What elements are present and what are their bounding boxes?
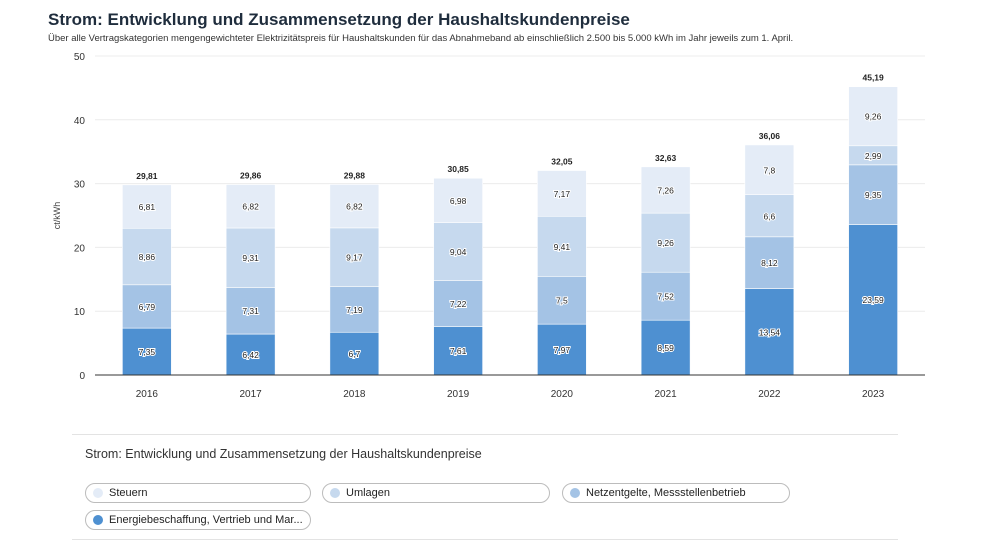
bar-segment bbox=[433, 222, 483, 281]
legend-swatch-icon bbox=[570, 488, 580, 498]
data-label: 6,42 bbox=[242, 350, 259, 360]
data-label: 9,35 bbox=[865, 190, 882, 200]
bar-segment bbox=[640, 319, 691, 376]
x-tick-label: 2017 bbox=[240, 389, 263, 400]
bar-segment bbox=[433, 280, 483, 327]
data-label: 6,7 bbox=[348, 349, 360, 359]
chart-subtitle: Über alle Vertragskategorien mengengewic… bbox=[48, 33, 794, 44]
data-label: 6,79 bbox=[139, 302, 156, 312]
total-label: 29,88 bbox=[344, 170, 366, 180]
data-label: 7,26 bbox=[657, 185, 674, 195]
y-tick-label: 30 bbox=[74, 180, 86, 191]
chart-title: Strom: Entwicklung und Zusammensetzung d… bbox=[48, 10, 630, 29]
data-label: 7,61 bbox=[450, 346, 467, 356]
legend-swatch-icon bbox=[330, 488, 340, 498]
bar-segment bbox=[848, 164, 898, 225]
bar-segment bbox=[537, 323, 587, 376]
data-label: 6,82 bbox=[242, 202, 259, 212]
x-tick-label: 2023 bbox=[862, 389, 885, 400]
total-label: 36,06 bbox=[759, 131, 781, 141]
data-label: 23,59 bbox=[862, 295, 884, 305]
data-label: 2,99 bbox=[865, 151, 882, 161]
legend-item-steuern[interactable]: Steuern bbox=[85, 483, 311, 503]
bar-segment bbox=[122, 227, 172, 286]
data-label: 6,82 bbox=[346, 202, 363, 212]
data-label: 8,59 bbox=[657, 343, 674, 353]
data-label: 7,5 bbox=[556, 296, 568, 306]
legend-swatch-icon bbox=[93, 488, 103, 498]
legend-swatch-icon bbox=[93, 515, 103, 525]
bar-segment bbox=[744, 144, 795, 196]
bar-segment bbox=[225, 333, 276, 376]
total-label: 30,85 bbox=[447, 164, 469, 174]
data-label: 9,04 bbox=[450, 247, 467, 257]
data-label: 8,86 bbox=[139, 252, 156, 262]
y-axis-label: ct/kWh bbox=[52, 202, 62, 230]
x-tick-label: 2019 bbox=[447, 389, 470, 400]
total-label: 32,05 bbox=[551, 157, 573, 167]
bar-segment bbox=[225, 184, 276, 229]
y-tick-label: 20 bbox=[74, 243, 86, 254]
data-label: 7,22 bbox=[450, 299, 467, 309]
legend-item-energiebeschaffung[interactable]: Energiebeschaffung, Vertrieb und Mar... bbox=[85, 510, 311, 530]
legend-title: Strom: Entwicklung und Zusammensetzung d… bbox=[85, 447, 482, 461]
x-tick-label: 2018 bbox=[343, 389, 366, 400]
bar-segment bbox=[433, 326, 483, 376]
data-label: 9,17 bbox=[346, 253, 363, 263]
data-label: 8,12 bbox=[761, 258, 778, 268]
legend-item-netzentgelte[interactable]: Netzentgelte, Messstellenbetrieb bbox=[562, 483, 790, 503]
bar-segment bbox=[537, 215, 587, 277]
y-tick-label: 40 bbox=[74, 116, 86, 127]
y-tick-label: 0 bbox=[79, 371, 85, 382]
bar-segment bbox=[744, 288, 795, 376]
x-tick-label: 2021 bbox=[655, 389, 678, 400]
data-label: 6,81 bbox=[139, 202, 156, 212]
x-tick-label: 2022 bbox=[758, 389, 781, 400]
total-label: 29,86 bbox=[240, 170, 262, 180]
data-label: 6,6 bbox=[763, 211, 775, 221]
bar-segment bbox=[640, 212, 691, 273]
bar-segment bbox=[329, 227, 380, 287]
data-label: 7,8 bbox=[763, 165, 775, 175]
bar-segment bbox=[225, 227, 276, 288]
bar-segment bbox=[122, 284, 172, 329]
legend-item-label: Steuern bbox=[109, 487, 148, 499]
total-label: 45,19 bbox=[862, 73, 884, 83]
bar-segment bbox=[122, 184, 172, 229]
stacked-bar-chart: 0 10 20 30 40 50 ct/kWh 7,35 6,79 8,86 6,81 29,81 20… bbox=[52, 52, 925, 400]
bar-segment bbox=[640, 166, 691, 214]
data-label: 7,35 bbox=[139, 347, 156, 357]
bar-segment bbox=[225, 287, 276, 335]
legend-item-umlagen[interactable]: Umlagen bbox=[322, 483, 550, 503]
y-tick-label: 10 bbox=[74, 307, 86, 318]
data-label: 9,26 bbox=[657, 238, 674, 248]
data-label: 7,52 bbox=[657, 292, 674, 302]
bar-segment bbox=[848, 86, 898, 147]
legend-item-label: Energiebeschaffung, Vertrieb und Mar... bbox=[109, 514, 303, 526]
data-label: 7,17 bbox=[554, 189, 571, 199]
data-label: 13,54 bbox=[759, 327, 781, 337]
bar-segment bbox=[329, 286, 380, 333]
legend-item-label: Netzentgelte, Messstellenbetrieb bbox=[586, 487, 746, 499]
x-tick-label: 2020 bbox=[551, 389, 574, 400]
data-label: 9,31 bbox=[242, 253, 259, 263]
bar-segment bbox=[640, 271, 691, 321]
total-label: 32,63 bbox=[655, 153, 677, 163]
data-label: 9,41 bbox=[554, 242, 571, 252]
data-label: 7,19 bbox=[346, 305, 363, 315]
legend-panel: Strom: Entwicklung und Zusammensetzung d… bbox=[72, 434, 898, 540]
bar-segment bbox=[329, 184, 380, 229]
data-label: 7,97 bbox=[554, 345, 571, 355]
bar-segment bbox=[537, 276, 587, 325]
legend-item-label: Umlagen bbox=[346, 487, 391, 499]
total-label: 29,81 bbox=[136, 171, 158, 181]
bar-segment bbox=[433, 177, 483, 224]
data-label: 6,98 bbox=[450, 196, 467, 206]
data-label: 9,26 bbox=[865, 112, 882, 122]
data-label: 7,31 bbox=[242, 306, 259, 316]
bar-segment bbox=[537, 170, 587, 217]
x-tick-label: 2016 bbox=[136, 389, 159, 400]
y-tick-label: 50 bbox=[74, 52, 86, 63]
